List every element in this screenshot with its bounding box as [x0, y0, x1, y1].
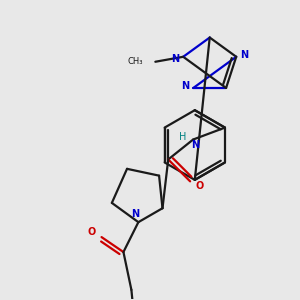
Text: O: O	[196, 181, 204, 191]
Text: CH₃: CH₃	[128, 57, 143, 66]
Text: N: N	[171, 54, 179, 64]
Text: O: O	[88, 227, 96, 237]
Text: N: N	[181, 81, 189, 91]
Text: N: N	[131, 209, 140, 219]
Text: N: N	[191, 140, 199, 149]
Text: N: N	[240, 50, 248, 60]
Text: H: H	[179, 132, 187, 142]
